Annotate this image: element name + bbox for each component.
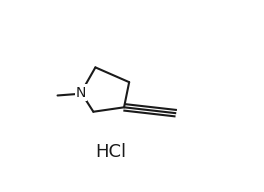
Text: N: N [76,85,86,99]
Text: HCl: HCl [95,143,126,161]
